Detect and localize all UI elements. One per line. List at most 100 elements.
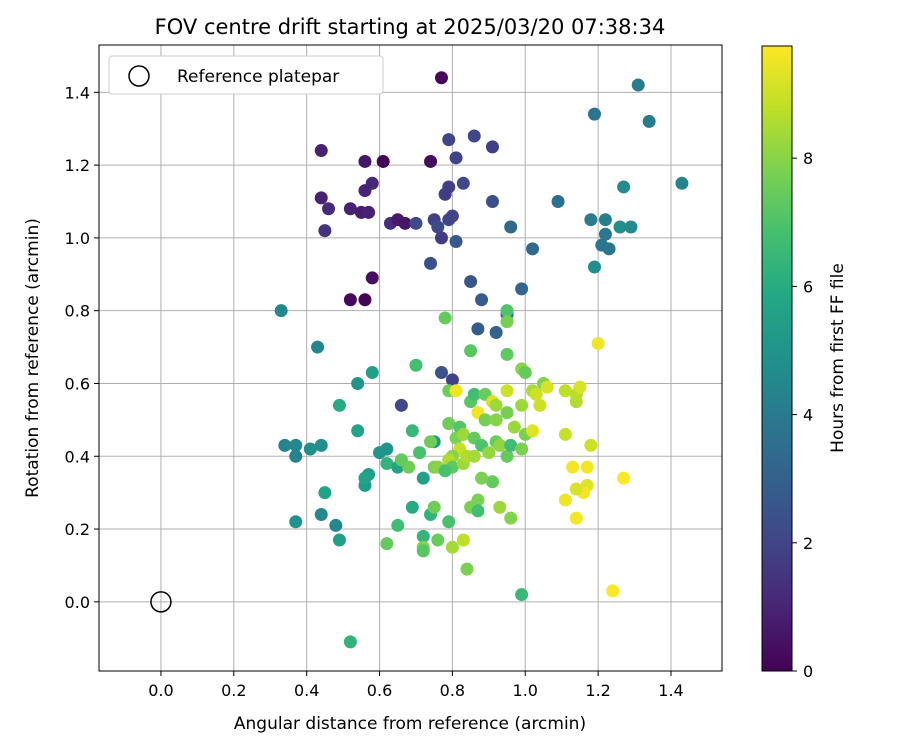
data-point <box>500 449 514 463</box>
data-point <box>434 366 448 380</box>
data-point <box>504 438 518 452</box>
data-point <box>485 195 499 208</box>
data-point <box>471 493 485 507</box>
data-point <box>314 144 328 158</box>
data-point <box>500 304 514 318</box>
data-point <box>642 114 656 128</box>
data-point <box>631 78 645 92</box>
data-point <box>311 340 325 354</box>
data-point <box>533 398 547 412</box>
y-tick-label: 0.0 <box>65 593 90 612</box>
grid <box>99 45 722 671</box>
data-point <box>493 438 507 452</box>
data-point <box>380 537 394 551</box>
data-point <box>569 482 583 496</box>
data-point <box>376 154 390 168</box>
data-point <box>438 311 452 325</box>
data-point <box>405 500 419 514</box>
data-point <box>424 256 438 270</box>
y-tick-label: 1.2 <box>65 156 90 175</box>
data-point <box>416 544 430 558</box>
data-point <box>398 216 412 230</box>
data-point <box>613 220 627 234</box>
data-point <box>314 508 328 521</box>
colorbar-tick-label: 0 <box>803 662 813 681</box>
data-point <box>471 322 485 336</box>
data-point <box>409 216 423 230</box>
data-point <box>504 511 518 525</box>
data-point <box>475 293 489 307</box>
colorbar-tick-label: 6 <box>803 277 813 296</box>
data-point <box>500 384 514 398</box>
data-point <box>318 224 332 238</box>
data-point <box>478 413 492 427</box>
colorbar: 0 2 4 6 8 Hours from first FF file <box>761 45 848 681</box>
data-point <box>409 358 423 372</box>
data-point <box>274 304 288 318</box>
data-point <box>303 442 317 456</box>
data-point <box>602 242 616 256</box>
data-point <box>449 384 463 398</box>
data-point <box>278 438 292 452</box>
y-tick-label: 1.0 <box>65 229 90 248</box>
reference-marker-group <box>150 591 172 613</box>
data-point <box>405 424 419 438</box>
legend-box <box>108 55 384 95</box>
colorbar-tick-label: 8 <box>803 149 813 168</box>
data-point <box>518 366 532 380</box>
legend-entry: Reference platepar <box>177 67 339 87</box>
data-point <box>598 227 612 241</box>
x-tick-label: 0.2 <box>221 681 246 700</box>
data-point <box>394 453 408 467</box>
data-point <box>358 154 372 168</box>
data-point <box>675 176 689 190</box>
data-point <box>427 500 441 514</box>
data-point <box>351 424 365 438</box>
data-point <box>456 176 470 190</box>
data-point <box>416 471 430 485</box>
data-point <box>314 191 328 205</box>
data-point <box>587 260 601 274</box>
data-point <box>504 220 518 234</box>
data-point <box>322 202 336 216</box>
data-point <box>332 398 346 412</box>
x-tick-label: 1.0 <box>513 681 538 700</box>
y-tick-label: 0.8 <box>65 302 90 321</box>
data-point <box>471 504 485 518</box>
data-point <box>617 471 631 485</box>
data-point <box>442 515 456 529</box>
data-point <box>551 195 565 208</box>
data-point <box>442 133 456 147</box>
reference-marker <box>150 591 172 613</box>
data-point <box>289 515 303 529</box>
data-point <box>515 398 529 412</box>
colorbar-tick-label: 2 <box>803 534 813 553</box>
data-point <box>442 417 456 431</box>
data-point <box>358 293 372 307</box>
data-point <box>332 533 346 547</box>
data-point <box>456 533 470 547</box>
data-point <box>424 435 438 449</box>
data-point <box>318 486 332 500</box>
data-point <box>500 347 514 361</box>
data-point <box>489 413 503 427</box>
data-point <box>558 427 572 441</box>
data-point <box>526 242 540 256</box>
data-point <box>365 271 379 285</box>
data-point <box>358 471 372 485</box>
data-point <box>500 406 514 420</box>
data-point <box>358 184 372 198</box>
data-point <box>456 427 470 441</box>
colorbar-tick-label: 4 <box>803 406 813 425</box>
data-points <box>274 71 689 649</box>
data-point <box>500 315 514 329</box>
data-point <box>416 529 430 543</box>
data-point <box>515 588 529 602</box>
data-point <box>289 438 303 452</box>
data-point <box>449 235 463 249</box>
data-point <box>591 336 605 350</box>
chart-title: FOV centre drift starting at 2025/03/20 … <box>155 15 666 39</box>
data-point <box>434 231 448 245</box>
data-point <box>329 518 343 532</box>
